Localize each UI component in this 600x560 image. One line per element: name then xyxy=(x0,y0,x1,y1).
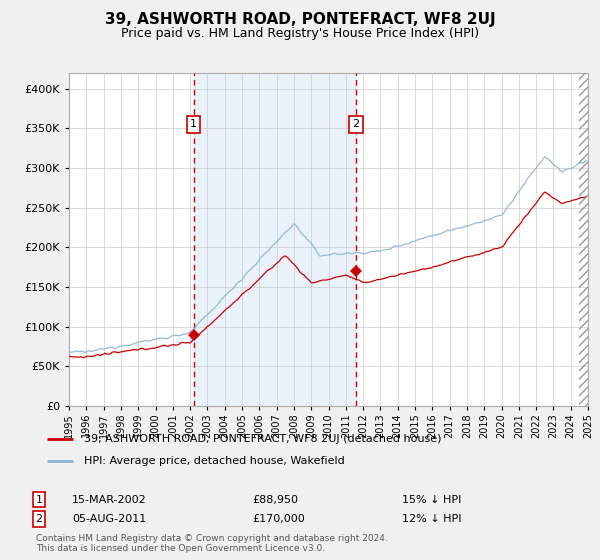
Text: 39, ASHWORTH ROAD, PONTEFRACT, WF8 2UJ (detached house): 39, ASHWORTH ROAD, PONTEFRACT, WF8 2UJ (… xyxy=(83,434,441,444)
Text: 1: 1 xyxy=(35,494,43,505)
Text: 2: 2 xyxy=(35,514,43,524)
Bar xyxy=(194,73,356,406)
Text: 12% ↓ HPI: 12% ↓ HPI xyxy=(402,514,461,524)
Text: 1: 1 xyxy=(190,119,197,129)
Text: £170,000: £170,000 xyxy=(252,514,305,524)
Text: 39, ASHWORTH ROAD, PONTEFRACT, WF8 2UJ: 39, ASHWORTH ROAD, PONTEFRACT, WF8 2UJ xyxy=(104,12,496,27)
Text: 2: 2 xyxy=(352,119,359,129)
Text: 05-AUG-2011: 05-AUG-2011 xyxy=(72,514,146,524)
Text: £88,950: £88,950 xyxy=(252,494,298,505)
Text: Price paid vs. HM Land Registry's House Price Index (HPI): Price paid vs. HM Land Registry's House … xyxy=(121,27,479,40)
Text: 15-MAR-2002: 15-MAR-2002 xyxy=(72,494,147,505)
Text: Contains HM Land Registry data © Crown copyright and database right 2024.
This d: Contains HM Land Registry data © Crown c… xyxy=(36,534,388,553)
Text: 15% ↓ HPI: 15% ↓ HPI xyxy=(402,494,461,505)
Text: HPI: Average price, detached house, Wakefield: HPI: Average price, detached house, Wake… xyxy=(83,456,344,466)
